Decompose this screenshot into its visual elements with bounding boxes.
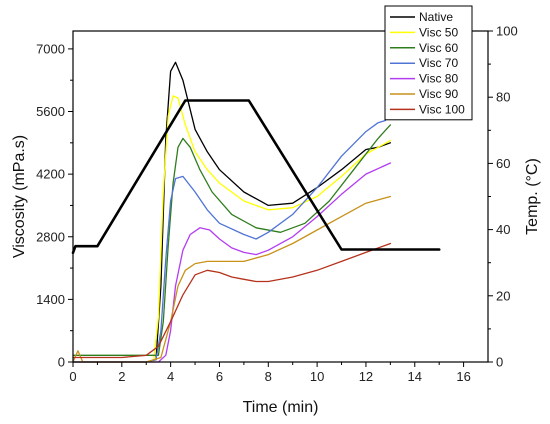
plot-lines	[73, 62, 439, 362]
series-line-visc-70	[73, 121, 386, 363]
x-tick-label: 8	[265, 369, 272, 384]
x-tick-label: 2	[118, 369, 125, 384]
y-tick-label: 1400	[36, 292, 65, 307]
y2-tick-label: 40	[496, 222, 510, 237]
y2-axis-title: Temp. (°C)	[524, 158, 541, 235]
legend-label-visc-80: Visc 80	[419, 72, 458, 86]
y-tick-label: 4200	[36, 167, 65, 182]
y-tick-label: 7000	[36, 41, 65, 56]
x-axis-title: Time (min)	[243, 399, 319, 416]
y-tick-label: 5600	[36, 104, 65, 119]
y-tick-label: 2800	[36, 229, 65, 244]
legend-label-visc-50: Visc 50	[419, 25, 458, 39]
legend-label-visc-100: Visc 100	[419, 102, 465, 116]
legend-label-native: Native	[419, 10, 453, 24]
series-line-visc-60	[73, 125, 390, 355]
temperature-line	[73, 101, 439, 253]
series-line-visc-90	[73, 197, 390, 363]
x-tick-label: 16	[456, 369, 470, 384]
y-tick-label: 0	[58, 355, 65, 370]
y2-tick-label: 0	[496, 355, 503, 370]
y2-tick-label: 80	[496, 90, 510, 105]
x-tick-label: 4	[167, 369, 174, 384]
y-axis-title: Viscosity (mPa.s)	[11, 135, 28, 258]
legend-label-visc-90: Visc 90	[419, 87, 458, 101]
series-line-native	[73, 62, 390, 362]
x-tick-label: 10	[310, 369, 324, 384]
y2-tick-label: 60	[496, 156, 510, 171]
x-tick-label: 6	[216, 369, 223, 384]
x-tick-label: 12	[359, 369, 373, 384]
y2-tick-label: 20	[496, 288, 510, 303]
x-tick-label: 0	[69, 369, 76, 384]
y2-tick-label: 100	[496, 24, 518, 39]
x-tick-label: 14	[408, 369, 422, 384]
legend-label-visc-70: Visc 70	[419, 56, 458, 70]
legend-label-visc-60: Visc 60	[419, 41, 458, 55]
series-line-visc-100	[73, 244, 390, 358]
